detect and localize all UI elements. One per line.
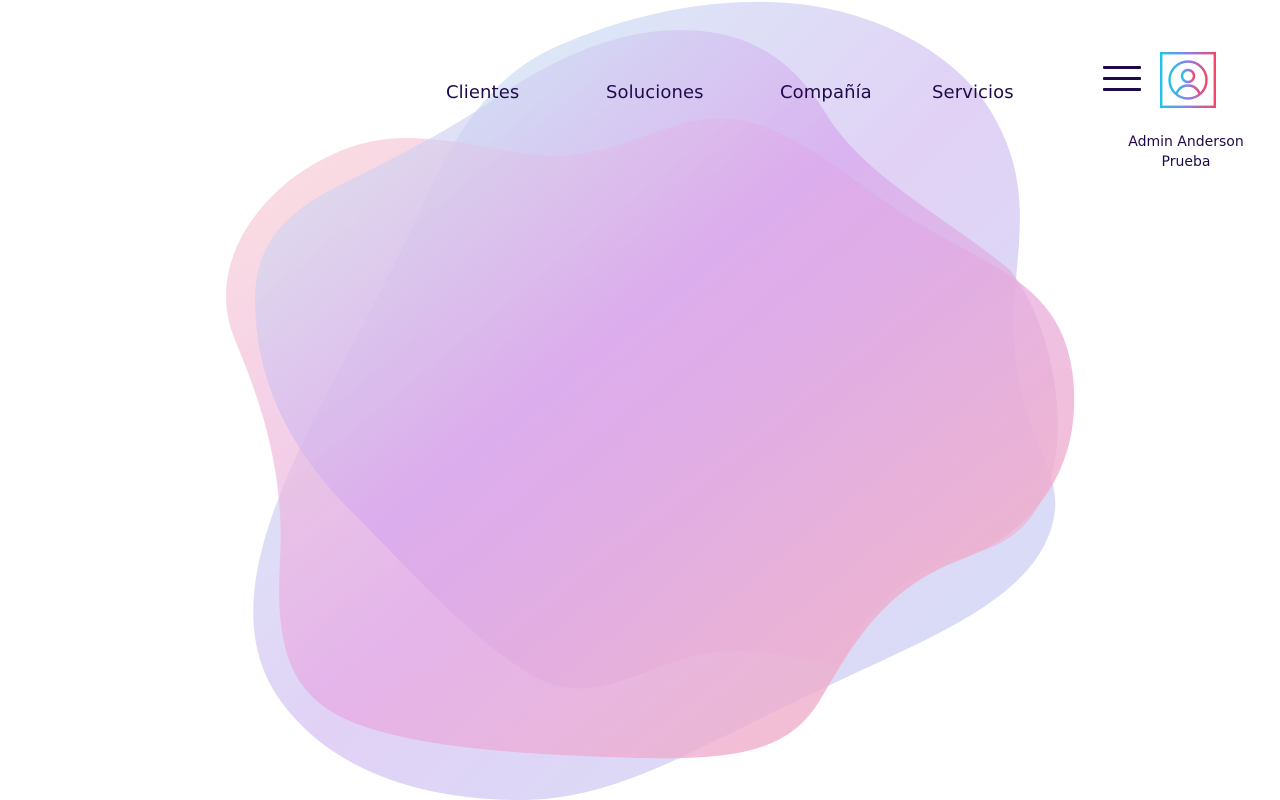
nav-item-compania[interactable]: Compañía [780,82,872,103]
nav-item-soluciones[interactable]: Soluciones [606,82,704,103]
hamburger-menu-icon[interactable] [1103,66,1141,94]
nav-item-servicios[interactable]: Servicios [932,82,1014,103]
user-name-line1: Admin Anderson [1128,134,1244,150]
user-name: Admin Anderson Prueba [1110,132,1262,172]
main-nav: Clientes Soluciones Compañía Servicios [0,82,1100,108]
user-name-line2: Prueba [1161,154,1211,170]
nav-item-clientes[interactable]: Clientes [446,82,520,103]
user-avatar-icon [1160,52,1216,108]
user-avatar-button[interactable] [1160,52,1216,108]
blob-purple [255,30,1058,689]
